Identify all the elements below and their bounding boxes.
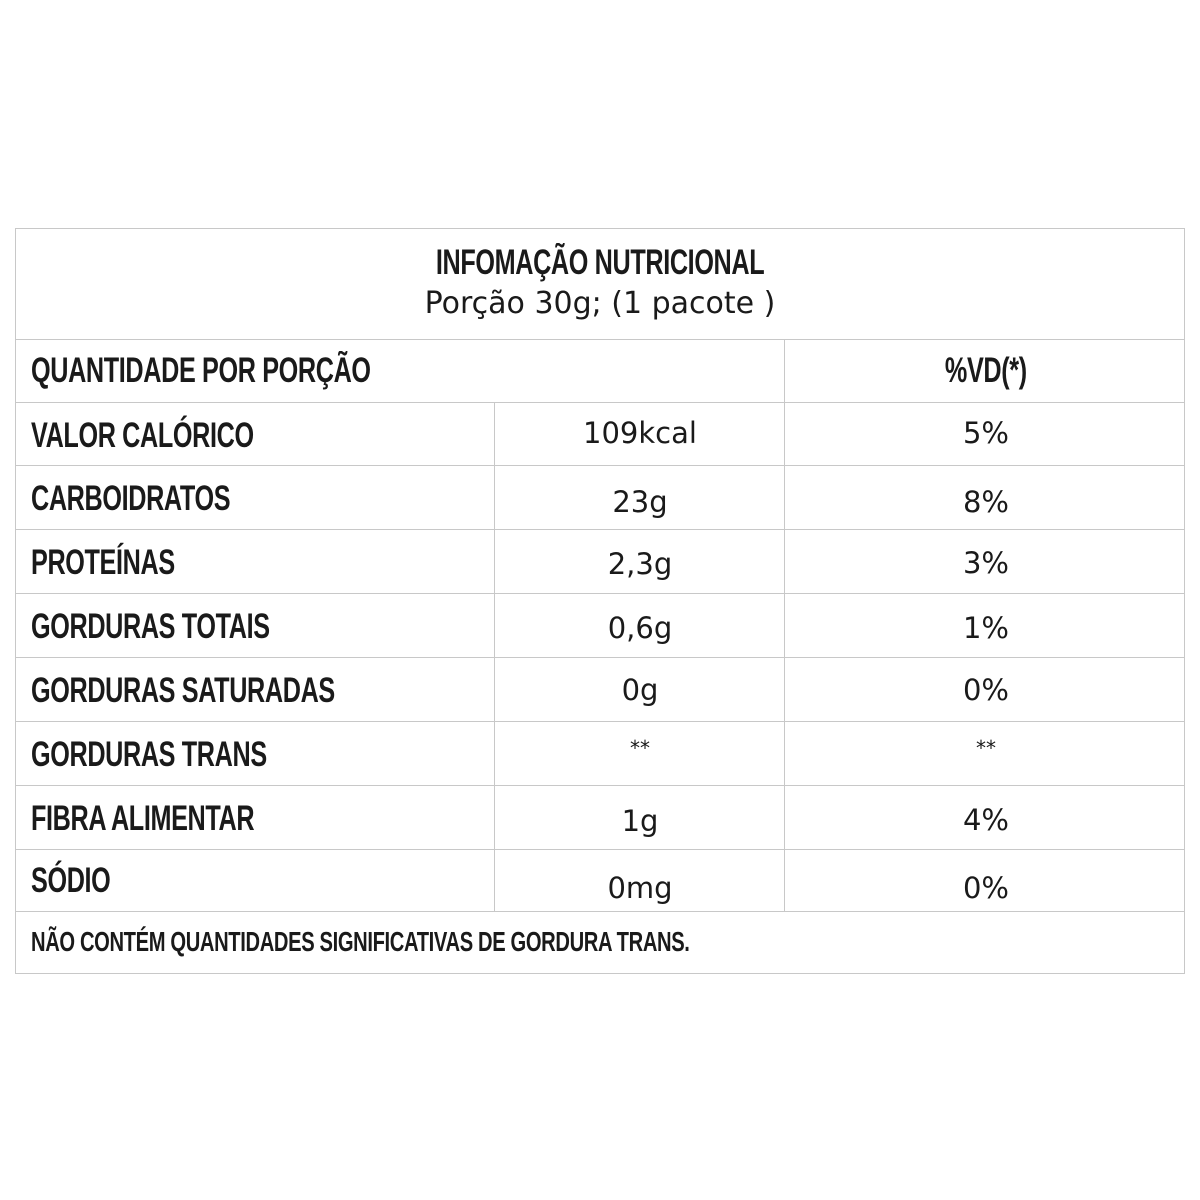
nutrient-amount: 23g bbox=[612, 485, 668, 519]
table-row: SÓDIO 0mg 0% bbox=[16, 849, 1184, 911]
nutrient-dv: 4% bbox=[962, 803, 1009, 837]
nutrient-name: VALOR CALÓRICO bbox=[31, 416, 254, 455]
nutrient-amount: 0mg bbox=[607, 871, 673, 905]
nutrient-amount: 0g bbox=[621, 673, 659, 707]
nutrient-amount: 2,3g bbox=[607, 547, 673, 581]
divider bbox=[16, 402, 1184, 403]
divider bbox=[16, 721, 1184, 722]
divider bbox=[16, 593, 1184, 594]
nutrient-dv: ** bbox=[976, 736, 996, 760]
table-title: INFOMAÇÃO NUTRICIONAL bbox=[16, 243, 1184, 283]
nutrient-name: CARBOIDRATOS bbox=[31, 479, 231, 518]
divider bbox=[16, 785, 1184, 786]
serving-size: Porção 30g; (1 pacote ) bbox=[424, 286, 776, 321]
table-row: CARBOIDRATOS 23g 8% bbox=[16, 465, 1184, 529]
nutrition-facts-table: INFOMAÇÃO NUTRICIONAL Porção 30g; (1 pac… bbox=[15, 228, 1185, 974]
nutrient-dv: 3% bbox=[962, 546, 1009, 580]
divider bbox=[16, 339, 1184, 340]
nutrient-amount: 0,6g bbox=[607, 611, 673, 645]
table-row: GORDURAS SATURADAS 0g 0% bbox=[16, 657, 1184, 721]
nutrient-amount: 1g bbox=[621, 804, 659, 838]
footnote: NÃO CONTÉM QUANTIDADES SIGNIFICATIVAS DE… bbox=[31, 926, 690, 957]
nutrient-amount: 109kcal bbox=[583, 416, 697, 450]
table-title-text: INFOMAÇÃO NUTRICIONAL bbox=[435, 243, 765, 282]
table-row: PROTEÍNAS 2,3g 3% bbox=[16, 529, 1184, 593]
divider bbox=[16, 849, 1184, 850]
table-row: GORDURAS TRANS ** ** bbox=[16, 721, 1184, 785]
nutrient-dv: 0% bbox=[962, 673, 1009, 707]
divider bbox=[16, 911, 1184, 912]
nutrient-name: PROTEÍNAS bbox=[31, 543, 175, 582]
nutrient-dv: 5% bbox=[962, 416, 1009, 450]
nutrient-name: FIBRA ALIMENTAR bbox=[31, 799, 255, 838]
nutrient-dv: 8% bbox=[962, 485, 1009, 519]
nutrient-name: SÓDIO bbox=[31, 861, 111, 900]
nutrient-name: GORDURAS TOTAIS bbox=[31, 607, 270, 646]
divider bbox=[16, 529, 1184, 530]
divider bbox=[16, 465, 1184, 466]
column-divider bbox=[784, 339, 785, 911]
quantity-header: QUANTIDADE POR PORÇÃO bbox=[31, 351, 371, 390]
nutrient-name: GORDURAS TRANS bbox=[31, 735, 267, 774]
nutrient-dv: 0% bbox=[962, 871, 1009, 905]
table-row: GORDURAS TOTAIS 0,6g 1% bbox=[16, 593, 1184, 657]
nutrient-dv: 1% bbox=[962, 611, 1009, 645]
column-header-row: QUANTIDADE POR PORÇÃO %VD(*) bbox=[16, 339, 1184, 402]
dv-header: %VD(*) bbox=[945, 351, 1027, 390]
column-divider bbox=[494, 402, 495, 911]
table-row: VALOR CALÓRICO 109kcal 5% bbox=[16, 402, 1184, 465]
table-row: FIBRA ALIMENTAR 1g 4% bbox=[16, 785, 1184, 849]
nutrient-amount: ** bbox=[630, 736, 650, 760]
divider bbox=[16, 657, 1184, 658]
nutrient-name: GORDURAS SATURADAS bbox=[31, 671, 335, 710]
